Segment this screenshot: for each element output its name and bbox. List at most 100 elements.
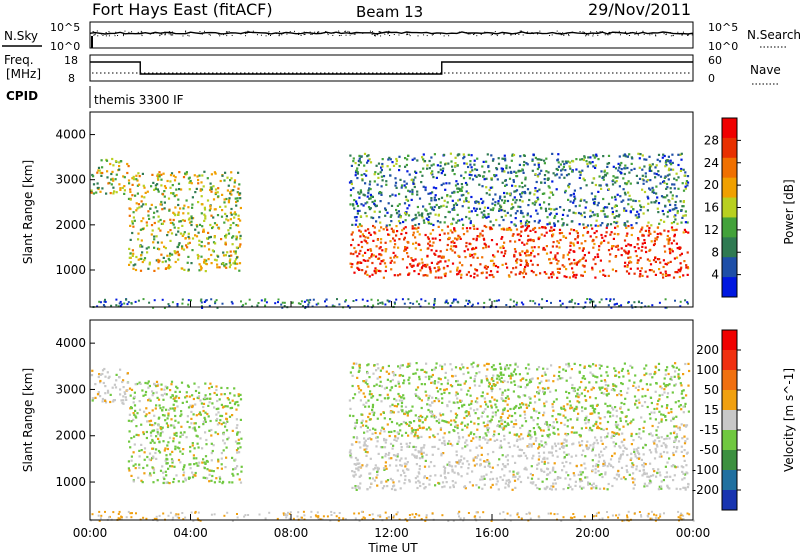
- range-cell: [667, 261, 670, 264]
- range-cell: [497, 299, 500, 302]
- range-cell: [665, 437, 668, 440]
- range-cell: [630, 224, 633, 227]
- range-cell: [666, 215, 669, 218]
- range-cell: [663, 245, 666, 248]
- range-cell: [665, 159, 669, 162]
- range-cell: [595, 219, 598, 222]
- range-cell: [190, 220, 193, 223]
- range-cell: [587, 419, 590, 422]
- range-cell: [639, 153, 642, 156]
- range-cell: [297, 302, 300, 305]
- range-cell: [508, 192, 511, 195]
- range-cell: [455, 450, 458, 453]
- range-cell: [400, 232, 403, 236]
- range-cell: [480, 197, 483, 201]
- range-cell: [502, 157, 506, 160]
- range-cell: [623, 239, 627, 242]
- range-cell: [423, 221, 426, 224]
- range-cell: [506, 199, 510, 203]
- range-cell: [430, 197, 433, 200]
- range-cell: [523, 413, 527, 416]
- range-cell: [364, 229, 367, 232]
- range-cell: [162, 398, 165, 401]
- range-cell: [492, 450, 495, 454]
- range-cell: [487, 165, 490, 169]
- range-cell: [352, 187, 355, 190]
- range-cell: [557, 220, 560, 223]
- range-cell: [457, 432, 460, 435]
- range-cell: [504, 455, 508, 458]
- range-cell: [486, 459, 489, 462]
- range-cell: [455, 245, 458, 248]
- range-cell: [163, 307, 166, 309]
- range-cell: [429, 461, 433, 464]
- range-cell: [519, 220, 522, 223]
- range-cell: [92, 192, 95, 195]
- range-cell: [503, 438, 506, 441]
- range-cell: [548, 229, 552, 232]
- range-cell: [150, 203, 153, 206]
- range-cell: [393, 256, 396, 259]
- nsearch-point: [172, 34, 174, 36]
- range-cell: [631, 477, 634, 480]
- range-cell: [146, 382, 149, 385]
- range-cell: [207, 415, 210, 418]
- range-cell: [225, 234, 228, 237]
- range-cell: [552, 409, 555, 412]
- range-cell: [602, 464, 605, 467]
- range-cell: [656, 207, 659, 210]
- range-cell: [651, 186, 654, 189]
- range-cell: [604, 402, 607, 405]
- range-cell: [99, 381, 102, 384]
- range-cell: [548, 207, 551, 210]
- range-cell: [104, 392, 107, 395]
- range-cell: [531, 482, 534, 485]
- range-cell: [127, 165, 130, 168]
- range-cell: [109, 400, 112, 404]
- range-cell: [533, 226, 537, 230]
- range-cell: [594, 436, 597, 439]
- range-cell: [371, 261, 374, 265]
- range-cell: [225, 429, 229, 432]
- range-cell: [424, 208, 427, 211]
- nsky-bottom-tick: 10^0: [50, 40, 80, 53]
- range-cell: [607, 249, 611, 252]
- range-cell: [481, 229, 484, 232]
- range-cell: [366, 305, 369, 308]
- range-cell: [529, 259, 533, 262]
- range-cell: [99, 395, 102, 398]
- range-cell: [550, 226, 553, 229]
- range-cell: [660, 455, 663, 458]
- range-cell: [132, 401, 135, 404]
- range-cell: [167, 441, 170, 444]
- range-cell: [408, 382, 411, 385]
- range-cell: [659, 182, 662, 185]
- range-cell: [381, 456, 384, 459]
- range-cell: [468, 217, 471, 220]
- range-cell: [663, 220, 666, 223]
- range-cell: [635, 174, 638, 177]
- range-cell: [451, 199, 454, 202]
- range-cell: [132, 267, 135, 270]
- nsearch-point: [168, 33, 170, 35]
- range-cell: [475, 246, 478, 249]
- range-cell: [97, 391, 100, 394]
- freq-unit-label: [MHz]: [6, 67, 41, 81]
- range-cell: [397, 215, 400, 218]
- range-cell: [476, 157, 479, 160]
- range-cell: [125, 298, 128, 301]
- range-cell: [222, 254, 226, 257]
- range-cell: [451, 302, 454, 304]
- range-cell: [209, 419, 212, 423]
- range-cell: [475, 463, 478, 466]
- range-cell: [352, 160, 355, 163]
- range-cell: [348, 306, 351, 309]
- range-cell: [469, 274, 472, 278]
- range-cell: [138, 183, 141, 186]
- range-cell: [615, 478, 618, 481]
- range-cell: [189, 450, 192, 453]
- range-cell: [406, 246, 409, 249]
- range-cell: [456, 266, 459, 269]
- range-cell: [493, 439, 496, 442]
- range-cell: [394, 254, 397, 257]
